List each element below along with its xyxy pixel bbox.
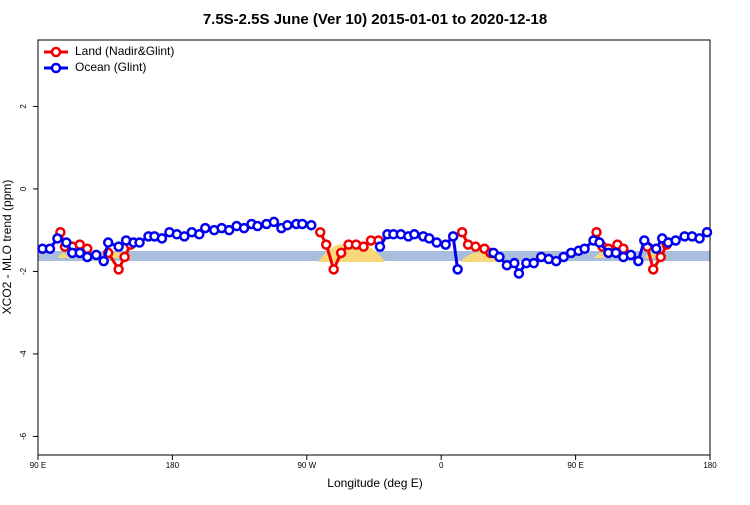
data-point: [82, 251, 93, 263]
data-point: [282, 219, 293, 231]
data-point: [113, 264, 124, 275]
data-point: [102, 237, 114, 248]
x-tick-label: 90 W: [297, 461, 316, 470]
legend-marker: [50, 62, 62, 74]
x-tick-label: 180: [703, 461, 717, 470]
data-point: [431, 237, 442, 248]
data-point: [200, 222, 211, 234]
data-point: [591, 226, 602, 238]
data-point: [223, 224, 235, 236]
data-point: [639, 235, 650, 246]
data-point: [119, 251, 130, 263]
x-tick-label: 0: [439, 461, 444, 470]
x-tick-label: 90 E: [30, 461, 46, 470]
data-point: [238, 222, 250, 234]
data-point: [694, 233, 705, 244]
data-point: [320, 239, 332, 250]
data-point: [594, 237, 605, 248]
data-point: [701, 226, 713, 238]
y-tick-label: 0: [19, 186, 28, 191]
data-point: [98, 255, 109, 267]
data-point: [447, 231, 459, 242]
data-point: [513, 268, 525, 279]
data-point: [633, 255, 644, 267]
data-point: [452, 264, 463, 275]
data-point: [156, 233, 168, 244]
data-point: [314, 226, 326, 238]
data-point: [409, 229, 420, 240]
surface-band: [38, 244, 710, 262]
x-tick-label: 180: [166, 461, 180, 470]
legend-label: Land (Nadir&Glint): [75, 44, 174, 58]
x-axis-label: Longitude (deg E): [327, 476, 422, 490]
x-tick-label: 90 E: [567, 461, 583, 470]
y-tick-label: -6: [19, 432, 28, 440]
data-point: [90, 249, 102, 261]
legend-marker: [50, 46, 62, 58]
data-point: [625, 249, 637, 261]
data-point: [440, 239, 451, 250]
data-point: [648, 264, 659, 275]
data-point: [579, 243, 590, 254]
data-point: [328, 264, 339, 275]
data-point: [52, 233, 63, 244]
data-point: [179, 231, 190, 242]
data-point: [335, 247, 347, 259]
data-point: [550, 255, 562, 267]
data-point: [44, 243, 56, 254]
data-point: [528, 257, 540, 269]
data-point: [74, 247, 86, 259]
data-point: [655, 251, 666, 263]
data-point: [374, 241, 386, 252]
series-line: [106, 243, 132, 273]
data-point: [134, 237, 145, 248]
data-point: [194, 229, 205, 240]
data-point: [456, 226, 468, 238]
data-point: [650, 243, 662, 254]
data-point: [358, 241, 369, 252]
data-point: [494, 251, 505, 263]
legend-label: Ocean (Glint): [75, 60, 146, 74]
data-point: [268, 216, 280, 228]
y-tick-label: -2: [19, 267, 28, 275]
series-line: [645, 243, 669, 274]
data-point: [252, 220, 263, 232]
y-tick-label: 2: [19, 104, 28, 109]
data-point: [61, 237, 72, 248]
data-point: [297, 218, 308, 230]
data-point: [113, 241, 124, 252]
data-point: [306, 219, 317, 231]
data-point: [670, 235, 681, 246]
data-point: [610, 247, 622, 259]
data-point: [424, 233, 435, 244]
data-point: [558, 251, 569, 263]
data-point: [509, 257, 520, 269]
y-tick-label: -4: [19, 350, 28, 358]
y-axis-label: XCO2 - MLO trend (ppm): [0, 180, 14, 315]
data-point: [470, 241, 481, 252]
chart-title: 7.5S-2.5S June (Ver 10) 2015-01-01 to 20…: [203, 11, 547, 28]
